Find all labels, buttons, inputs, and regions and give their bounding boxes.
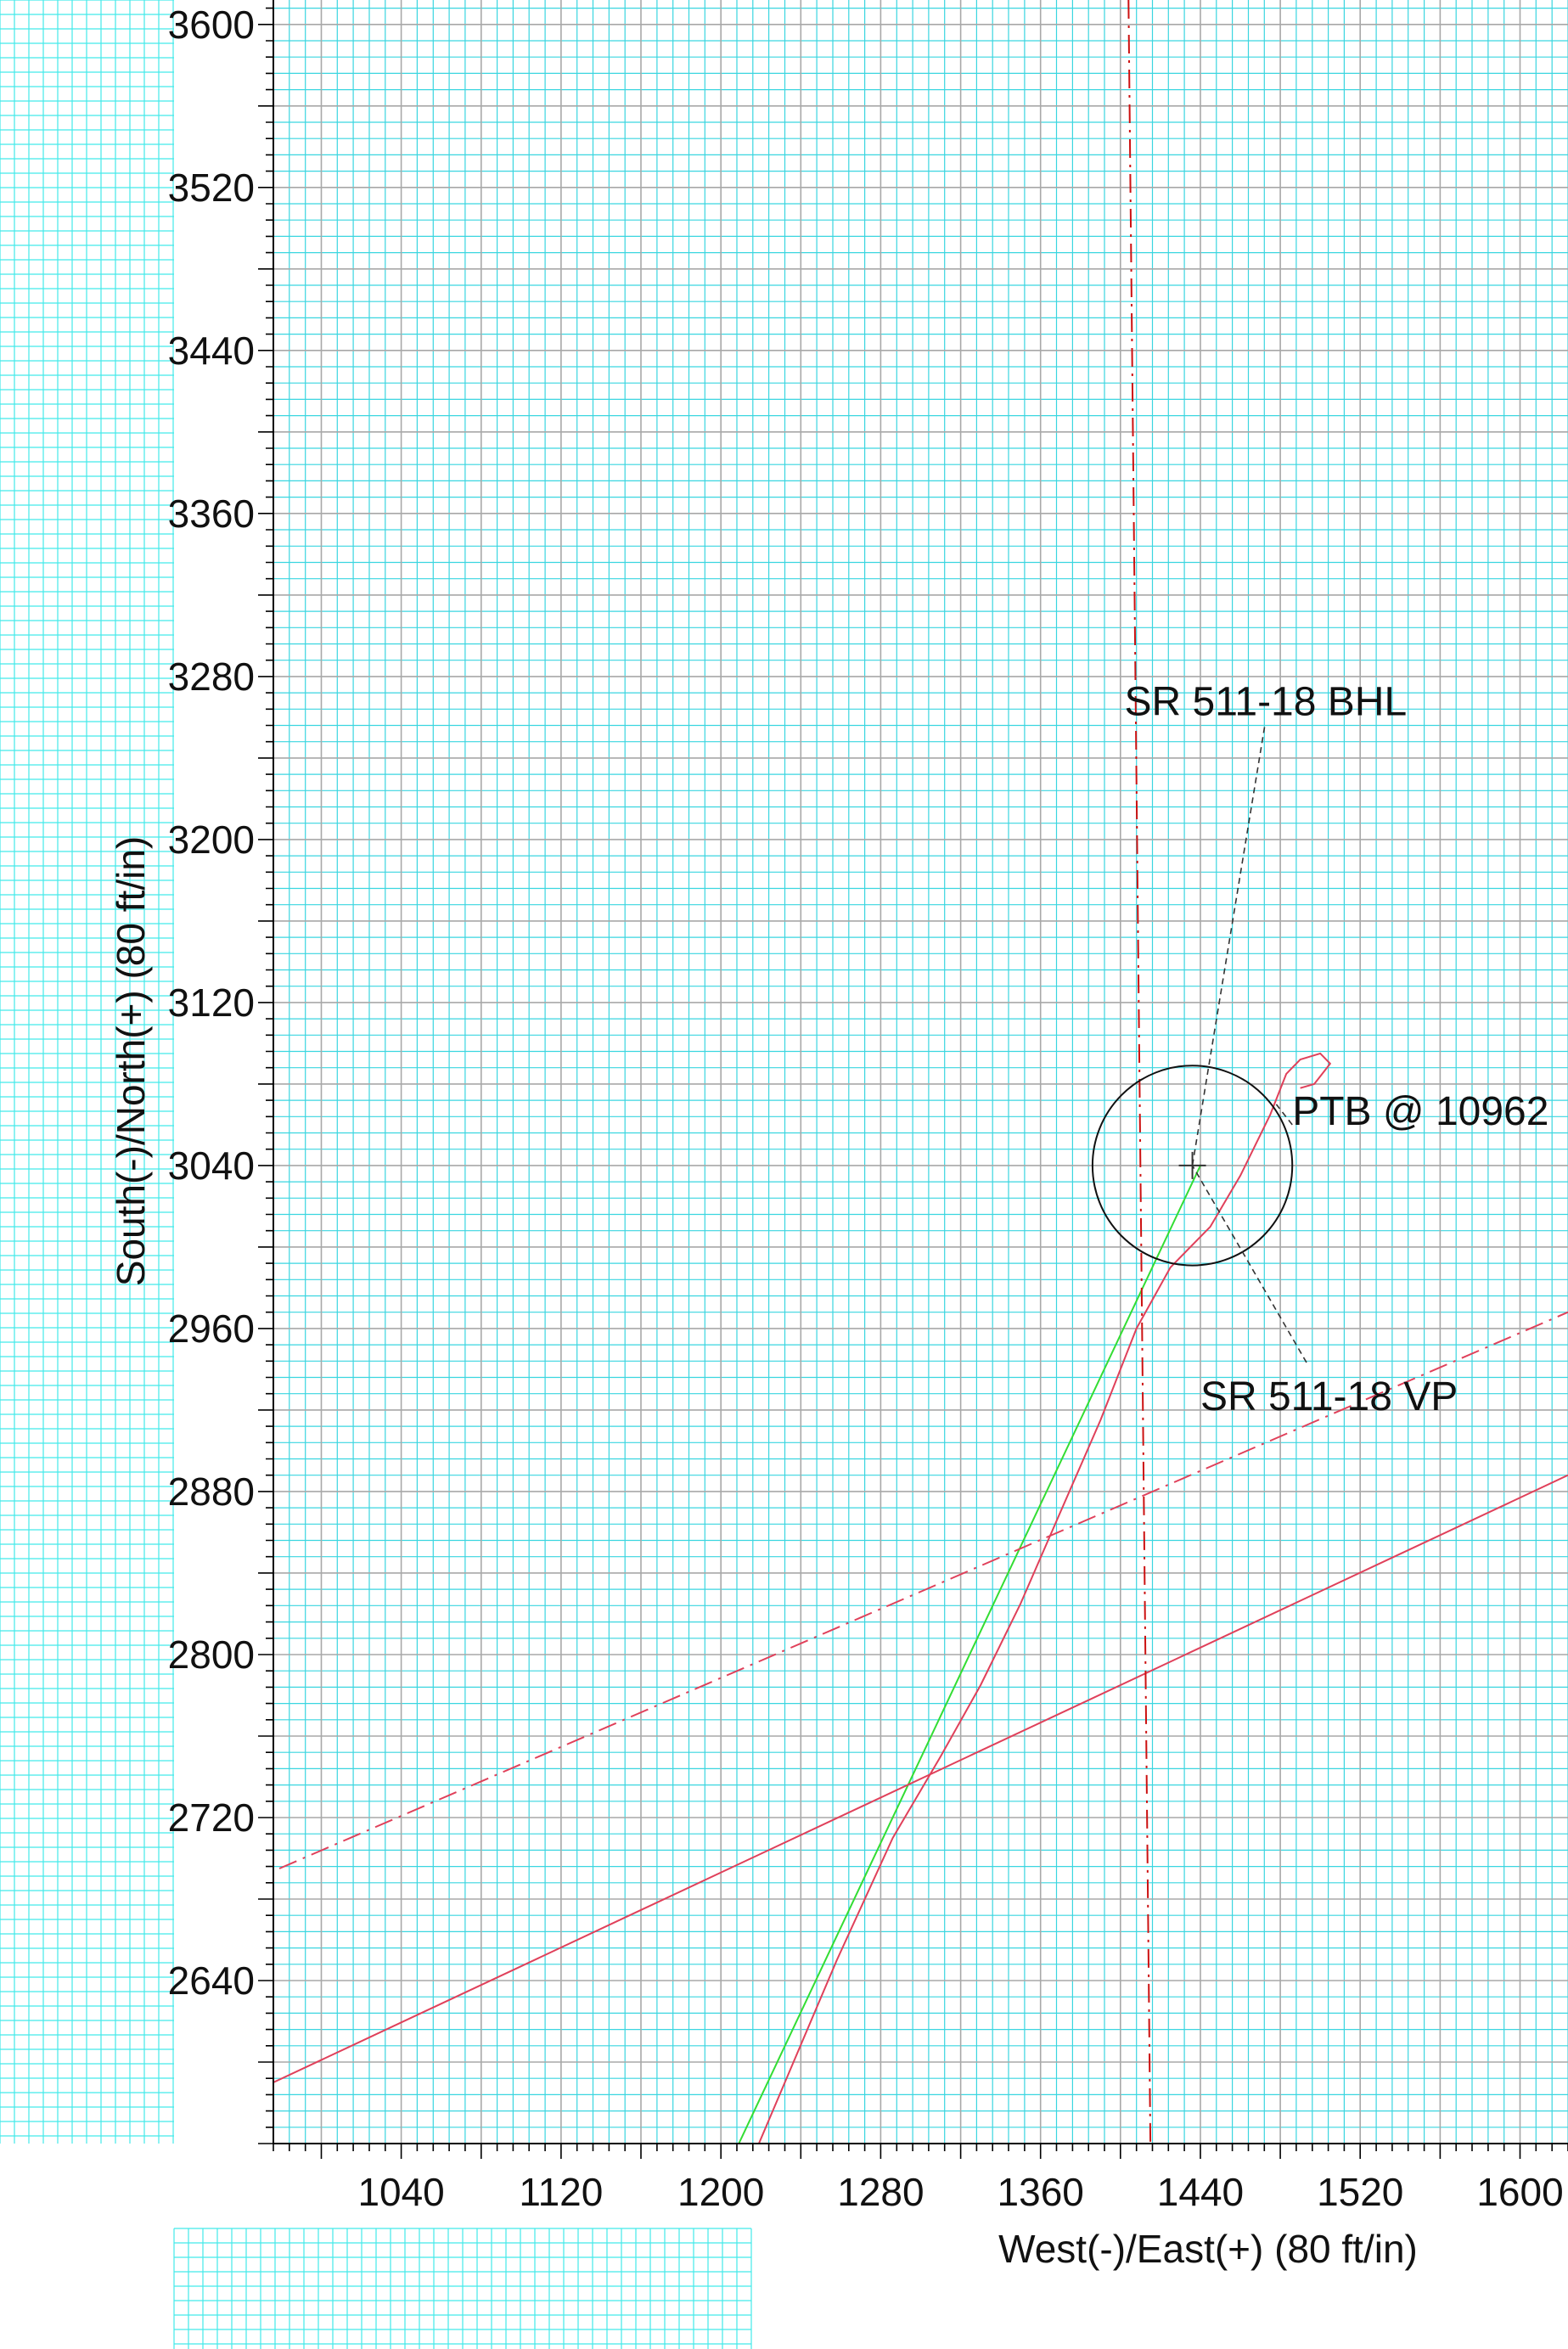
series-line <box>273 1474 1568 2083</box>
page-background <box>0 0 752 2349</box>
y-tick-label: 3520 <box>168 166 255 210</box>
series-line <box>757 1052 1331 2144</box>
y-axis-title: South(-)/North(+) (80 ft/in) <box>109 836 153 1286</box>
x-tick-label: 1600 <box>1476 2170 1563 2214</box>
annotation-label: PTB @ 10962 <box>1292 1089 1548 1134</box>
x-tick-label: 1280 <box>837 2170 924 2214</box>
margin-grid-bottom <box>173 2228 752 2349</box>
y-tick-label: 3600 <box>168 3 255 47</box>
series-line <box>278 1311 1568 1869</box>
y-tick-label: 2720 <box>168 1795 255 1840</box>
y-tick-label: 2880 <box>168 1470 255 1514</box>
plot-area: SR 511-18 BHL PTB @ 10962 SR 511-18 VP <box>273 0 1568 2144</box>
annotation-label: SR 511-18 VP <box>1200 1374 1458 1419</box>
labels: West(-)/East(+) (80 ft/in) South(-)/Nort… <box>109 836 1418 2271</box>
y-tick-label: 3040 <box>168 1144 255 1188</box>
annotation-leader <box>1275 1104 1293 1126</box>
y-tick-label: 3120 <box>168 981 255 1025</box>
y-tick-label: 3280 <box>168 655 255 699</box>
y-tick-label: 3360 <box>168 492 255 536</box>
x-tick-label: 1520 <box>1317 2170 1403 2214</box>
annotation-label: SR 511-18 BHL <box>1125 679 1408 724</box>
y-tick-label: 3440 <box>168 329 255 373</box>
series-line <box>738 1165 1201 2144</box>
x-tick-label: 1200 <box>677 2170 764 2214</box>
series-line <box>1127 0 1152 2144</box>
x-tick-label: 1360 <box>998 2170 1084 2214</box>
major-gridlines <box>273 0 1568 2144</box>
axes: 1040 1120 1200 1280 1360 1440 1520 1600 2640 2720… <box>168 0 1568 2214</box>
annotation-leader <box>1191 1165 1307 1363</box>
margin-grid-left <box>0 0 174 2144</box>
annotation-leader <box>1191 727 1266 1166</box>
axis-ticks <box>258 7 1568 2159</box>
y-tick-label: 2960 <box>168 1307 255 1351</box>
minor-gridlines <box>273 0 1568 2144</box>
x-tick-label: 1440 <box>1157 2170 1244 2214</box>
target-circle <box>1091 1065 1294 1267</box>
x-tick-label: 1040 <box>357 2170 444 2214</box>
plot-series-group: SR 511-18 BHL PTB @ 10962 SR 511-18 VP <box>273 0 1568 2144</box>
chart-grid <box>273 0 1568 2144</box>
y-tick-label: 2640 <box>168 1958 255 2003</box>
x-axis-title: West(-)/East(+) (80 ft/in) <box>998 2227 1418 2271</box>
x-tick-label: 1120 <box>519 2170 603 2214</box>
y-tick-label: 3200 <box>168 818 255 862</box>
y-tick-label: 2800 <box>168 1632 255 1677</box>
